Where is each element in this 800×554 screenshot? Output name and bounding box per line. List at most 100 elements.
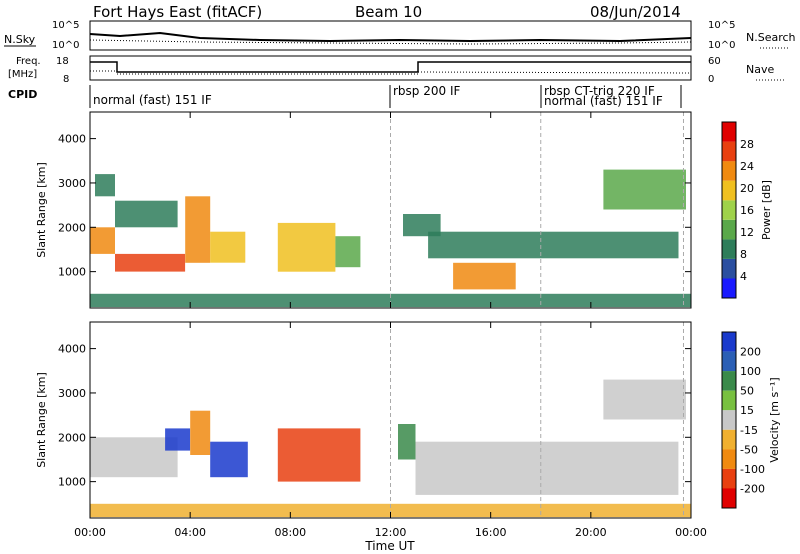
data-region	[90, 227, 115, 254]
y-tick-label: 2000	[58, 431, 86, 444]
power-axes: 1000 2000 3000 4000	[58, 112, 692, 308]
nave-label: Nave	[746, 63, 774, 76]
colorbar-swatch	[722, 122, 736, 142]
y-tick-label: 1000	[58, 476, 86, 489]
data-region	[185, 196, 211, 263]
colorbar-tick-label: 12	[740, 226, 754, 239]
colorbar-tick-label: 8	[740, 248, 747, 261]
colorbar-tick-label: 100	[740, 365, 761, 378]
noise-right-tick-top: 10^5	[708, 20, 735, 31]
colorbar-swatch	[722, 161, 736, 181]
velocity-axes: 1000 2000 3000 4000 00:00 04:00 08:00 12:00 16:0…	[58, 322, 707, 539]
velocity-colorbar-label: Velocity [m s⁻¹]	[768, 377, 781, 462]
data-region	[415, 441, 679, 495]
colorbar-swatch	[722, 258, 736, 279]
velocity-ylabel: Slant Range [km]	[35, 372, 48, 468]
cpid-mode-0: normal (fast) 151 IF	[93, 93, 212, 107]
colorbar-swatch	[722, 219, 736, 240]
colorbar-swatch	[722, 371, 736, 391]
data-region	[335, 236, 361, 268]
data-region	[190, 410, 211, 455]
y-tick-label: 3000	[58, 177, 86, 190]
nave-line	[90, 70, 692, 75]
data-region	[115, 200, 178, 228]
data-region	[428, 231, 679, 259]
data-region	[115, 253, 186, 272]
data-region	[277, 222, 336, 272]
data-region	[603, 379, 686, 420]
colorbar-tick-label: 200	[740, 346, 761, 359]
colorbar-swatch	[722, 410, 736, 430]
colorbar-swatch	[722, 429, 736, 450]
colorbar-tick-label: 50	[740, 385, 754, 398]
velocity-frame	[89, 321, 692, 519]
date-label: 08/Jun/2014	[590, 3, 681, 21]
colorbar-tick-label: 24	[740, 160, 754, 173]
colorbar-tick-label: -50	[740, 443, 758, 456]
colorbar-swatch	[722, 332, 736, 352]
y-tick-label: 2000	[58, 221, 86, 234]
freq-line	[90, 61, 691, 73]
power-panel: 1000 2000 3000 4000 Slant Range [km]	[35, 111, 692, 309]
y-tick-label: 4000	[58, 343, 86, 356]
power-colorbar-label: Power [dB]	[760, 180, 773, 240]
time-xlabel: Time UT	[364, 539, 415, 553]
data-region	[210, 231, 246, 263]
colorbar-tick-label: -15	[740, 424, 758, 437]
colorbar-tick-label: 20	[740, 182, 754, 195]
data-region	[165, 428, 191, 451]
freq-frame	[89, 55, 692, 81]
data-region	[277, 428, 361, 482]
colorbar-swatch	[722, 488, 736, 508]
colorbar-tick-label: 28	[740, 138, 754, 151]
cpid-row: CPID normal (fast) 151 IF rbsp 200 IF rb…	[8, 84, 682, 108]
freq-left-tick-top: 18	[56, 56, 69, 67]
colorbar-swatch	[722, 390, 736, 411]
colorbar-swatch	[722, 180, 736, 201]
cpid-mode-3: normal (fast) 151 IF	[544, 94, 663, 108]
noise-left-tick-top: 10^5	[52, 20, 79, 31]
colorbar-swatch	[722, 239, 736, 259]
power-colorbar: Power [dB] 4 8 12 16 20 24 28	[721, 121, 773, 299]
colorbar-tick-label: 15	[740, 404, 754, 417]
x-tick-label: 08:00	[274, 526, 306, 539]
power-frame	[89, 111, 692, 309]
sky-noise-line	[89, 31, 692, 43]
colorbar-frame	[721, 121, 737, 299]
colorbar-swatch	[722, 278, 736, 298]
freq-right-tick-top: 60	[708, 56, 721, 67]
y-tick-label: 3000	[58, 387, 86, 400]
freq-right-tick-bottom: 0	[708, 74, 714, 85]
data-region	[398, 424, 416, 460]
power-ylabel: Slant Range [km]	[35, 162, 48, 258]
noise-panel: N.Sky 10^5 10^0 10^5 10^0 N.Search	[4, 20, 796, 51]
noise-right-label: N.Search	[746, 31, 796, 44]
x-tick-label: 00:00	[675, 526, 707, 539]
colorbar-swatch	[722, 141, 736, 162]
data-region	[210, 441, 248, 478]
freq-label-line1: Freq.	[16, 56, 41, 67]
cpid-mode-2: rbsp CT-trig 220 IF	[544, 84, 655, 98]
colorbar-tick-label: -100	[740, 463, 765, 476]
noise-right-tick-bottom: 10^0	[708, 40, 735, 51]
x-tick-label: 04:00	[174, 526, 206, 539]
colorbar-frame	[721, 331, 737, 509]
cpid-label: CPID	[8, 88, 37, 101]
x-tick-label: 20:00	[575, 526, 607, 539]
data-region	[453, 262, 516, 290]
data-region	[95, 174, 115, 197]
colorbar-tick-label: 4	[740, 270, 747, 283]
freq-left-tick-bottom: 8	[63, 74, 69, 85]
noise-frame	[89, 20, 692, 51]
data-region	[403, 214, 441, 237]
colorbar-swatch	[722, 468, 736, 489]
velocity-panel: 1000 2000 3000 4000 00:00 04:00 08:00 12:00 16:0…	[35, 321, 707, 553]
data-region	[603, 169, 686, 210]
data-region	[90, 437, 178, 478]
colorbar-swatch	[722, 351, 736, 372]
station-title: Fort Hays East (fitACF)	[93, 3, 262, 21]
colorbar-swatch	[722, 200, 736, 220]
velocity-colorbar: Velocity [m s⁻¹] 200 100 50 15 -15 -50 -100 -20…	[721, 331, 781, 509]
noise-left-tick-bottom: 10^0	[52, 40, 79, 51]
colorbar-tick-label: -200	[740, 482, 765, 495]
